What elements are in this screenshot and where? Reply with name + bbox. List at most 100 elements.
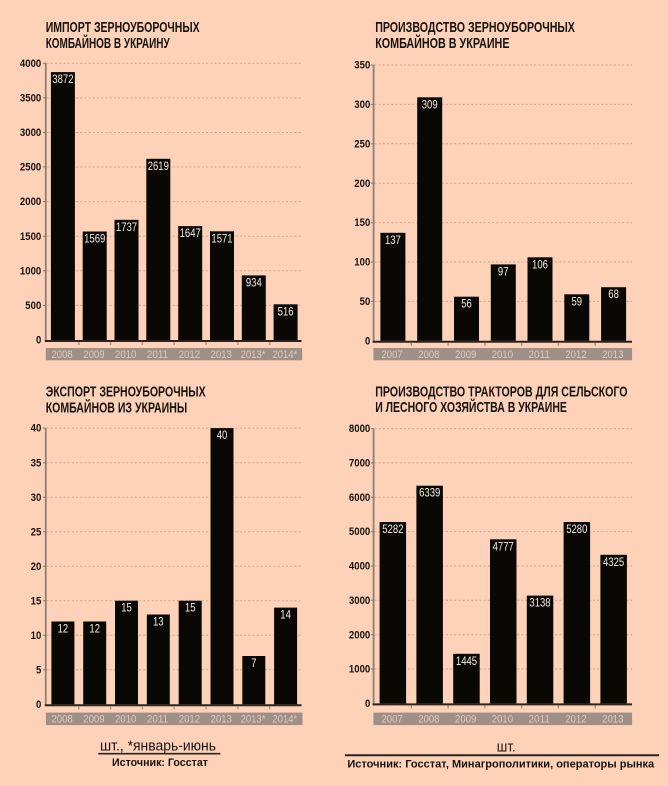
svg-text:КОМБАЙНОВ В УКРАИНЕ: КОМБАЙНОВ В УКРАИНЕ xyxy=(375,34,509,52)
svg-text:40: 40 xyxy=(217,428,228,442)
svg-text:ПРОИЗВОДСТВО ЗЕРНОУБОРОЧНЫХ: ПРОИЗВОДСТВО ЗЕРНОУБОРОЧНЫХ xyxy=(375,19,575,36)
svg-text:13: 13 xyxy=(153,615,164,629)
svg-text:25: 25 xyxy=(31,526,42,538)
svg-text:2010: 2010 xyxy=(492,349,513,361)
svg-text:Источник: Госстат, Минагрополи: Источник: Госстат, Минагрополитики, опер… xyxy=(347,758,654,770)
svg-text:0: 0 xyxy=(36,699,41,711)
svg-text:5: 5 xyxy=(36,664,41,676)
svg-text:2010: 2010 xyxy=(492,713,513,725)
svg-text:ИМПОРТ ЗЕРНОУБОРОЧНЫХ: ИМПОРТ ЗЕРНОУБОРОЧНЫХ xyxy=(46,19,200,36)
svg-text:2013: 2013 xyxy=(602,349,623,361)
svg-text:3872: 3872 xyxy=(52,72,73,86)
svg-text:2014*: 2014* xyxy=(272,349,297,361)
svg-text:1571: 1571 xyxy=(211,231,232,245)
svg-text:137: 137 xyxy=(385,233,401,247)
svg-text:56: 56 xyxy=(461,297,472,311)
svg-text:150: 150 xyxy=(354,217,370,229)
svg-text:2000: 2000 xyxy=(20,196,41,208)
svg-text:6000: 6000 xyxy=(349,492,370,504)
svg-text:934: 934 xyxy=(246,275,262,289)
svg-text:106: 106 xyxy=(532,257,548,271)
svg-text:516: 516 xyxy=(278,304,294,318)
svg-text:2009: 2009 xyxy=(455,713,476,725)
svg-text:2000: 2000 xyxy=(349,629,370,641)
svg-text:350: 350 xyxy=(354,60,370,72)
svg-text:15: 15 xyxy=(185,601,196,615)
svg-text:2619: 2619 xyxy=(148,159,169,173)
svg-text:2500: 2500 xyxy=(20,162,41,174)
svg-text:40: 40 xyxy=(31,423,42,435)
svg-text:12: 12 xyxy=(58,622,69,636)
svg-text:шт., *январь-июнь: шт., *январь-июнь xyxy=(100,737,216,754)
svg-text:12: 12 xyxy=(89,622,100,636)
svg-text:2009: 2009 xyxy=(83,713,104,725)
svg-text:2012: 2012 xyxy=(565,713,586,725)
svg-text:0: 0 xyxy=(365,698,370,710)
svg-text:шт.: шт. xyxy=(497,739,516,756)
svg-text:1000: 1000 xyxy=(20,265,41,277)
svg-text:4000: 4000 xyxy=(20,58,41,70)
svg-text:309: 309 xyxy=(422,97,438,111)
svg-text:2010: 2010 xyxy=(115,349,136,361)
svg-text:ПРОИЗВОДСТВО ТРАКТОРОВ ДЛЯ СЕЛ: ПРОИЗВОДСТВО ТРАКТОРОВ ДЛЯ СЕЛЬСКОГО xyxy=(375,384,628,401)
svg-text:35: 35 xyxy=(31,457,42,469)
svg-text:20: 20 xyxy=(31,561,42,573)
svg-text:200: 200 xyxy=(354,178,370,190)
svg-text:300: 300 xyxy=(354,99,370,111)
svg-text:250: 250 xyxy=(354,138,370,150)
svg-text:2011: 2011 xyxy=(147,713,168,725)
svg-text:2007: 2007 xyxy=(381,713,402,725)
svg-text:2014*: 2014* xyxy=(272,713,297,725)
svg-text:2012: 2012 xyxy=(179,713,200,725)
svg-text:4777: 4777 xyxy=(493,539,514,553)
svg-text:КОМБАЙНОВ ИЗ УКРАИНЫ: КОМБАЙНОВ ИЗ УКРАИНЫ xyxy=(46,398,188,416)
svg-text:59: 59 xyxy=(572,294,583,308)
svg-text:500: 500 xyxy=(25,300,41,312)
svg-text:8000: 8000 xyxy=(349,423,370,435)
svg-text:3500: 3500 xyxy=(20,93,41,105)
svg-text:2013: 2013 xyxy=(602,713,623,725)
svg-text:15: 15 xyxy=(121,601,132,615)
svg-text:2013: 2013 xyxy=(211,349,232,361)
svg-text:2013: 2013 xyxy=(211,713,232,725)
svg-text:КОМБАЙНОВ В УКРАИНУ: КОМБАЙНОВ В УКРАИНУ xyxy=(46,34,170,52)
svg-text:2012: 2012 xyxy=(565,349,586,361)
svg-text:1569: 1569 xyxy=(84,232,105,246)
svg-text:2012: 2012 xyxy=(179,349,200,361)
svg-text:2008: 2008 xyxy=(51,713,72,725)
svg-text:3138: 3138 xyxy=(529,596,550,610)
svg-text:2007: 2007 xyxy=(381,349,402,361)
svg-text:68: 68 xyxy=(608,287,619,301)
svg-text:2008: 2008 xyxy=(418,713,439,725)
svg-text:1737: 1737 xyxy=(116,220,137,234)
svg-text:2009: 2009 xyxy=(455,349,476,361)
svg-text:ЭКСПОРТ ЗЕРНОУБОРОЧНЫХ: ЭКСПОРТ ЗЕРНОУБОРОЧНЫХ xyxy=(46,384,206,401)
svg-text:5280: 5280 xyxy=(566,522,587,536)
svg-text:4325: 4325 xyxy=(603,555,624,569)
svg-text:6339: 6339 xyxy=(419,486,440,500)
svg-text:2013*: 2013* xyxy=(241,713,266,725)
svg-text:4000: 4000 xyxy=(349,561,370,573)
svg-text:5282: 5282 xyxy=(382,522,403,536)
svg-text:7000: 7000 xyxy=(349,458,370,470)
svg-text:2009: 2009 xyxy=(83,349,104,361)
svg-text:50: 50 xyxy=(360,296,371,308)
svg-text:30: 30 xyxy=(31,492,42,504)
svg-text:10: 10 xyxy=(31,630,42,642)
svg-text:2008: 2008 xyxy=(51,349,72,361)
svg-text:2011: 2011 xyxy=(147,349,168,361)
svg-text:3000: 3000 xyxy=(349,595,370,607)
svg-text:0: 0 xyxy=(365,335,370,347)
svg-text:2008: 2008 xyxy=(418,349,439,361)
svg-text:И ЛЕСНОГО ХОЗЯЙСТВА В УКРАИНЕ: И ЛЕСНОГО ХОЗЯЙСТВА В УКРАИНЕ xyxy=(375,398,567,416)
svg-text:1500: 1500 xyxy=(20,231,41,243)
svg-text:0: 0 xyxy=(36,335,41,347)
svg-text:97: 97 xyxy=(498,264,509,278)
svg-text:2013*: 2013* xyxy=(241,349,266,361)
svg-text:100: 100 xyxy=(354,257,370,269)
svg-text:1445: 1445 xyxy=(456,654,477,668)
svg-text:2010: 2010 xyxy=(115,713,136,725)
svg-text:7: 7 xyxy=(251,656,257,670)
svg-text:5000: 5000 xyxy=(349,526,370,538)
svg-text:2011: 2011 xyxy=(529,349,550,361)
